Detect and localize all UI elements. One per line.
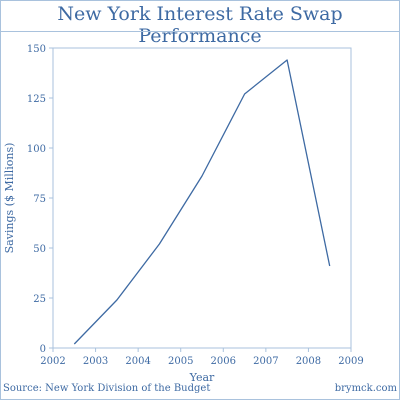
x-tick-label: 2009: [338, 356, 363, 367]
y-tick-label: 125: [27, 94, 46, 105]
y-tick-label: 100: [27, 144, 46, 155]
y-tick-label: 25: [33, 294, 46, 305]
x-axis-label: Year: [189, 371, 215, 384]
title-divider: [0, 31, 400, 32]
y-axis: 0 25 50 75 100 125 150: [27, 44, 53, 355]
series-group: [73, 59, 331, 345]
y-tick-label: 50: [33, 244, 46, 255]
y-tick-label: 0: [40, 344, 46, 355]
plot-area: [52, 47, 352, 349]
x-tick-label: 2002: [40, 356, 65, 367]
x-tick-label: 2006: [211, 356, 236, 367]
savings-line: [73, 59, 331, 345]
y-tick-label: 75: [33, 194, 46, 205]
source-note: Source: New York Division of the Budget: [3, 383, 211, 394]
y-axis-label: Savings ($ Millions): [3, 143, 16, 254]
x-tick-label: 2003: [83, 356, 108, 367]
chart-title: New York Interest Rate Swap Performance: [57, 3, 343, 47]
x-axis: 2002 2003 2004 2005 2006 2007 2008 2009: [40, 348, 364, 367]
x-tick-label: 2008: [296, 356, 321, 367]
x-tick-label: 2007: [253, 356, 278, 367]
y-tick-label: 150: [27, 44, 46, 55]
credit-link[interactable]: brymck.com: [334, 383, 397, 394]
x-tick-label: 2004: [125, 356, 150, 367]
x-tick-label: 2005: [168, 356, 193, 367]
